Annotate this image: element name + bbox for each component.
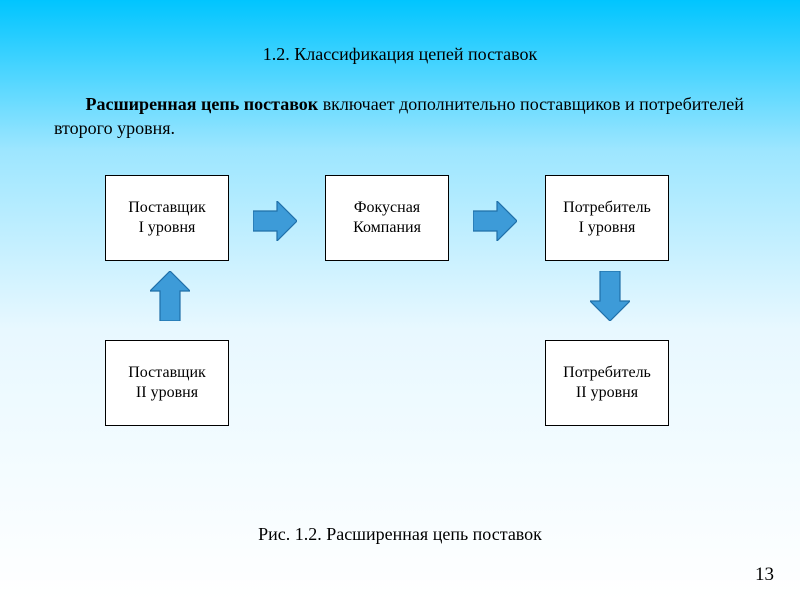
node-label-line1: Поставщик: [128, 363, 206, 383]
paragraph-bold: Расширенная цепь поставок: [86, 94, 319, 114]
node-consumer1: ПотребительI уровня: [545, 175, 669, 261]
figure-caption: Рис. 1.2. Расширенная цепь поставок: [0, 524, 800, 545]
page-title: 1.2. Классификация цепей поставок: [0, 44, 800, 65]
intro-paragraph: Расширенная цепь поставок включает допол…: [54, 92, 754, 141]
arrow-a1: [253, 201, 297, 241]
node-label-line2: II уровня: [576, 383, 638, 403]
node-label-line1: Поставщик: [128, 198, 206, 218]
page-number: 13: [755, 564, 774, 586]
arrow-a3: [150, 271, 190, 321]
node-consumer2: ПотребительII уровня: [545, 340, 669, 426]
node-label-line2: Компания: [353, 218, 421, 238]
node-supplier1: ПоставщикI уровня: [105, 175, 229, 261]
node-label-line1: Потребитель: [563, 363, 651, 383]
arrow-a4: [590, 271, 630, 321]
node-label-line2: I уровня: [579, 218, 636, 238]
node-label-line2: I уровня: [139, 218, 196, 238]
node-supplier2: ПоставщикII уровня: [105, 340, 229, 426]
node-label-line1: Фокусная: [354, 198, 420, 218]
node-label-line2: II уровня: [136, 383, 198, 403]
node-label-line1: Потребитель: [563, 198, 651, 218]
flowchart-diagram: ПоставщикI уровняФокуснаяКомпанияПотреби…: [0, 165, 800, 495]
arrow-a2: [473, 201, 517, 241]
paragraph-indent: [54, 94, 86, 114]
page: 1.2. Классификация цепей поставок Расшир…: [0, 0, 800, 600]
node-focus: ФокуснаяКомпания: [325, 175, 449, 261]
